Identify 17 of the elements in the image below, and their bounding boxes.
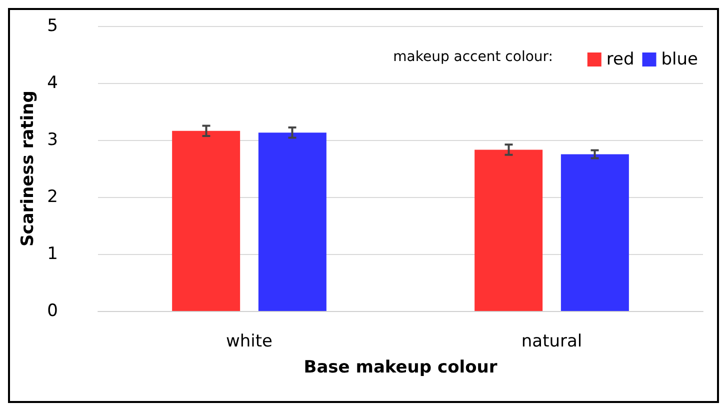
- y-tick-label: 4: [47, 73, 58, 93]
- legend-title: makeup accent colour:: [393, 49, 554, 65]
- y-tick-label: 5: [47, 16, 58, 36]
- legend-label: blue: [661, 50, 698, 70]
- x-tick-label: natural: [521, 332, 582, 352]
- y-tick-label: 3: [47, 130, 58, 150]
- bar: [560, 154, 629, 311]
- x-tick-label: white: [226, 332, 273, 352]
- bar: [172, 130, 240, 311]
- bar: [474, 150, 543, 311]
- x-axis-title: Base makeup colour: [304, 358, 498, 378]
- legend-label: red: [606, 50, 634, 70]
- y-tick-label: 2: [47, 187, 58, 207]
- bar: [258, 132, 326, 311]
- y-tick-label: 0: [47, 301, 58, 321]
- y-tick-label: 1: [47, 244, 58, 264]
- y-axis-title: Scariness rating: [18, 90, 38, 246]
